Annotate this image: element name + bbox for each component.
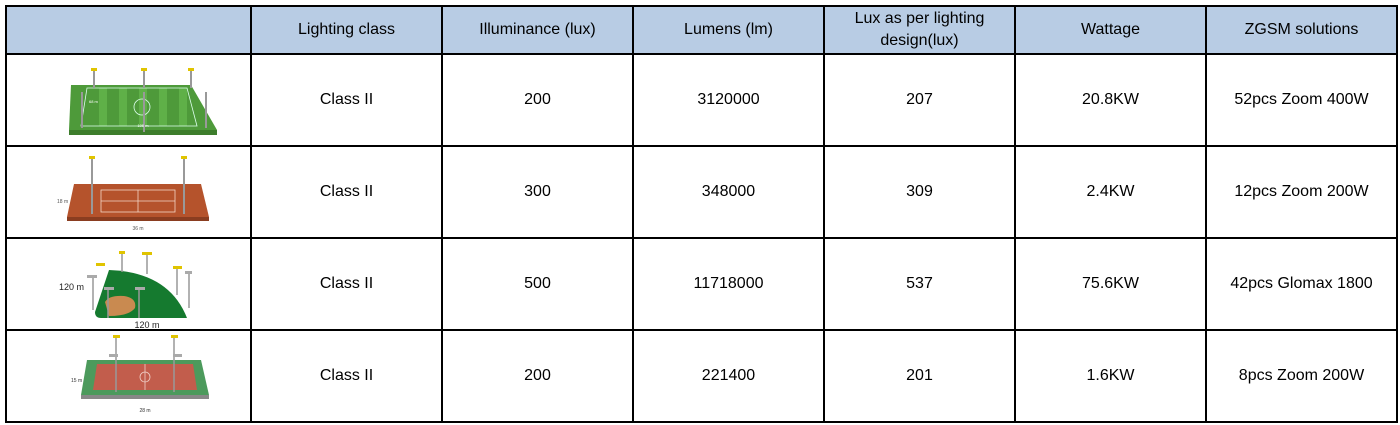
field-width-label: 105 m <box>137 123 149 128</box>
field-height-label: 68 m <box>89 99 99 104</box>
lux-design-cell: 201 <box>823 329 1016 423</box>
court-width-label: 28 m <box>139 408 150 414</box>
lumens-cell: 11718000 <box>632 237 825 331</box>
wattage-cell: 1.6KW <box>1014 329 1207 423</box>
solution-cell: 42pcs Glomax 1800 <box>1205 237 1398 331</box>
court-height-label: 15 m <box>71 378 82 384</box>
header-wattage: Wattage <box>1014 5 1207 55</box>
court-width-label: 36 m <box>132 226 143 232</box>
header-lux-design: Lux as per lighting design(lux) <box>823 5 1016 55</box>
lumens-cell: 221400 <box>632 329 825 423</box>
baseball-field-image: 120 m 120 m <box>5 237 252 331</box>
header-lighting-class: Lighting class <box>250 5 443 55</box>
lux-design-cell: 537 <box>823 237 1016 331</box>
lumens-cell: 348000 <box>632 145 825 239</box>
solution-cell: 12pcs Zoom 200W <box>1205 145 1398 239</box>
illuminance-cell: 300 <box>441 145 634 239</box>
header-image <box>5 5 252 55</box>
lumens-cell: 3120000 <box>632 53 825 147</box>
table-row: 15 m 28 m Class II 200 221400 201 1.6KW … <box>5 329 1398 423</box>
illuminance-cell: 200 <box>441 329 634 423</box>
football-field-image: 105 m 68 m <box>5 53 252 147</box>
field-width-label: 120 m <box>134 320 159 328</box>
tennis-court-image: 18 m 36 m <box>5 145 252 239</box>
lighting-class-cell: Class II <box>250 53 443 147</box>
wattage-cell: 2.4KW <box>1014 145 1207 239</box>
illuminance-cell: 500 <box>441 237 634 331</box>
lux-design-cell: 207 <box>823 53 1016 147</box>
illuminance-cell: 200 <box>441 53 634 147</box>
lighting-class-cell: Class II <box>250 237 443 331</box>
lux-design-cell: 309 <box>823 145 1016 239</box>
field-height-label: 120 m <box>59 282 84 292</box>
table-row: 18 m 36 m Class II 300 348000 309 2.4KW … <box>5 145 1398 239</box>
wattage-cell: 20.8KW <box>1014 53 1207 147</box>
lighting-class-cell: Class II <box>250 145 443 239</box>
court-height-label: 18 m <box>57 199 68 205</box>
solution-cell: 8pcs Zoom 200W <box>1205 329 1398 423</box>
wattage-cell: 75.6KW <box>1014 237 1207 331</box>
lighting-comparison-table: Lighting class Illuminance (lux) Lumens … <box>5 5 1398 423</box>
basketball-court-image: 15 m 28 m <box>5 329 252 423</box>
table-row: 105 m 68 m Class II 200 3120000 207 20.8… <box>5 53 1398 147</box>
table-row: 120 m 120 m Class II 500 11718000 537 75… <box>5 237 1398 331</box>
lighting-class-cell: Class II <box>250 329 443 423</box>
header-lumens: Lumens (lm) <box>632 5 825 55</box>
solution-cell: 52pcs Zoom 400W <box>1205 53 1398 147</box>
header-solutions: ZGSM solutions <box>1205 5 1398 55</box>
header-row: Lighting class Illuminance (lux) Lumens … <box>5 5 1398 55</box>
header-illuminance: Illuminance (lux) <box>441 5 634 55</box>
